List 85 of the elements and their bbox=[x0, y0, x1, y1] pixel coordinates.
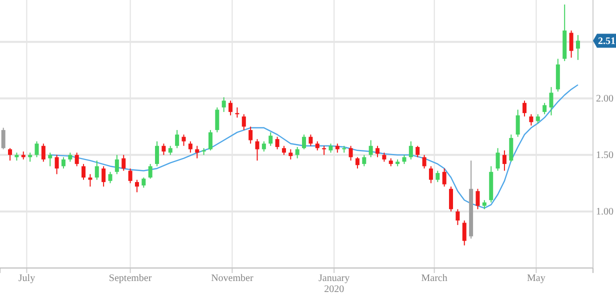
candlestick bbox=[549, 86, 554, 116]
candlestick bbox=[322, 145, 326, 156]
candlestick bbox=[529, 114, 534, 126]
candlestick bbox=[114, 154, 119, 175]
candlestick bbox=[368, 140, 373, 158]
candlestick bbox=[442, 168, 446, 188]
candlestick bbox=[362, 154, 366, 167]
candlestick bbox=[248, 126, 253, 144]
candlestick bbox=[61, 156, 66, 169]
candlestick bbox=[122, 154, 126, 172]
candlestick bbox=[462, 220, 466, 246]
candlestick bbox=[416, 145, 420, 158]
candlestick bbox=[516, 109, 520, 138]
candlestick bbox=[315, 140, 320, 151]
candlestick bbox=[295, 146, 300, 159]
candlestick bbox=[155, 140, 160, 167]
line-series bbox=[50, 84, 579, 209]
candlestick bbox=[102, 166, 106, 188]
candlestick bbox=[402, 154, 406, 164]
y-tick-label: 1.00 bbox=[596, 206, 614, 218]
y-tick-label: 1.50 bbox=[596, 150, 614, 162]
candlestick bbox=[242, 114, 246, 131]
candlestick bbox=[302, 134, 306, 150]
candlestick bbox=[128, 168, 132, 184]
candlestick bbox=[228, 100, 233, 116]
candlestick bbox=[275, 136, 280, 150]
candlestick bbox=[522, 100, 527, 117]
candlestick bbox=[68, 152, 72, 162]
x-tick-label: July bbox=[18, 273, 36, 284]
candlestick bbox=[222, 96, 226, 112]
candlestick bbox=[456, 208, 460, 226]
candlestick bbox=[482, 200, 486, 210]
candlestick bbox=[188, 140, 192, 154]
candlestick bbox=[509, 134, 514, 162]
candlestick bbox=[576, 34, 580, 60]
x-tick-label: September bbox=[108, 273, 152, 284]
candlestick bbox=[148, 163, 152, 180]
candlestick bbox=[215, 106, 220, 133]
candlestick bbox=[328, 143, 333, 154]
x-tick-label: January 2020 bbox=[318, 273, 350, 295]
candlestick bbox=[542, 102, 547, 115]
candlestick bbox=[208, 130, 212, 151]
candlestick bbox=[82, 163, 86, 180]
candlestick bbox=[382, 152, 386, 162]
candlestick bbox=[308, 134, 313, 146]
candlestick bbox=[282, 145, 286, 156]
y-tick-label: 2.00 bbox=[596, 94, 614, 105]
candlestick bbox=[8, 148, 12, 162]
candlestick bbox=[34, 140, 39, 158]
candlestick bbox=[476, 188, 480, 210]
x-tick-label: May bbox=[527, 273, 546, 284]
candlestick bbox=[48, 152, 52, 167]
candlestick bbox=[408, 140, 413, 160]
candlestick bbox=[288, 148, 293, 160]
candlestick bbox=[134, 179, 139, 193]
candlestick bbox=[1, 127, 6, 150]
candlestick bbox=[142, 177, 146, 188]
candlestick bbox=[536, 114, 540, 124]
candlestick bbox=[348, 145, 353, 162]
candlestick bbox=[262, 140, 266, 152]
candlestick bbox=[74, 152, 79, 167]
x-tick-label: March bbox=[421, 273, 448, 284]
candlestick bbox=[41, 143, 46, 162]
candlestick bbox=[88, 174, 92, 188]
text: 2.51 bbox=[598, 36, 616, 48]
candlestick bbox=[54, 154, 59, 175]
candlestick bbox=[168, 145, 172, 156]
candlestick bbox=[569, 30, 574, 58]
candlestick bbox=[376, 145, 380, 158]
x-tick-label: November bbox=[211, 273, 254, 284]
candlestick bbox=[422, 154, 426, 169]
candlestick bbox=[162, 143, 166, 156]
candlestick bbox=[108, 171, 112, 184]
candlestick bbox=[502, 150, 506, 172]
candlestick bbox=[355, 156, 360, 169]
candlestick bbox=[268, 132, 273, 146]
candlestick bbox=[255, 138, 260, 162]
candlestick bbox=[94, 160, 99, 180]
candlestick bbox=[182, 134, 186, 146]
candlestick bbox=[428, 166, 433, 184]
candlestick bbox=[449, 186, 454, 212]
candlestick bbox=[436, 170, 440, 183]
candlestick bbox=[335, 143, 340, 154]
candlestick bbox=[496, 148, 500, 172]
candlestick bbox=[175, 130, 180, 149]
